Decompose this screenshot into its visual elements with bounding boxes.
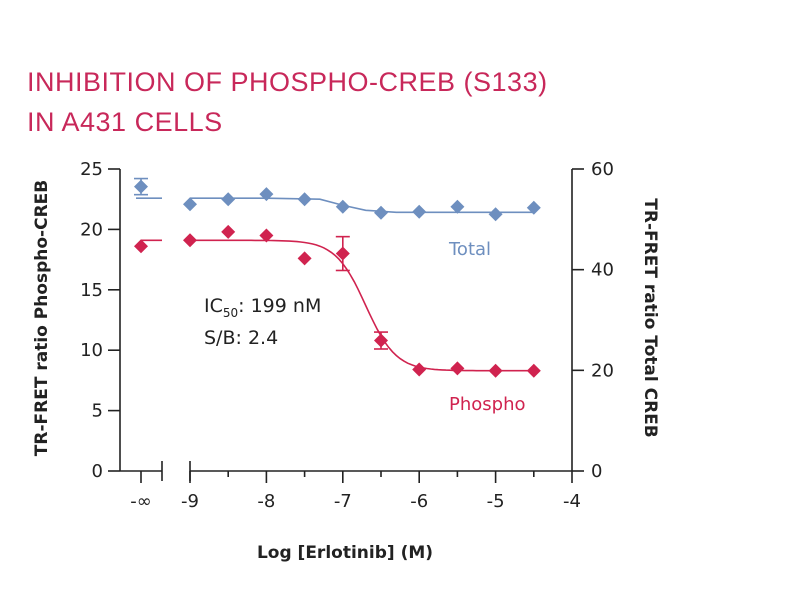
chart-title-line-1: INHIBITION OF PHOSPHO-CREB (S133) (27, 67, 548, 97)
series-label-total: Total (448, 239, 491, 260)
phospho-fit-curve (190, 239, 534, 372)
chart-title: INHIBITION OF PHOSPHO-CREB (S133) IN A43… (27, 62, 548, 142)
phospho-data-point (526, 363, 541, 378)
y-axis-label-left: TR-FRET ratio Phospho-CREB (32, 180, 52, 456)
y-left-tick-label: 10 (80, 340, 103, 361)
phospho-data-point (183, 233, 197, 248)
x-tick-label: -5 (487, 491, 505, 512)
phospho-data-point (450, 361, 465, 376)
y-right-tick-label: 20 (591, 360, 614, 381)
y-left-tick-label: 0 (92, 461, 103, 482)
x-tick-label: -4 (563, 491, 581, 512)
ic50-prefix: IC (204, 295, 223, 317)
series-label-phospho: Phospho (449, 394, 526, 415)
y-right-tick-label: 60 (591, 159, 614, 180)
y-left-tick-label: 20 (80, 219, 103, 240)
x-tick-label: -6 (410, 491, 428, 512)
total-data-point (412, 204, 427, 219)
y-right-tick-label: 40 (591, 260, 614, 281)
data-markers (134, 177, 541, 378)
y-left-tick-label: 25 (80, 159, 103, 180)
total-data-point (526, 200, 541, 215)
phospho-data-point (259, 228, 274, 243)
signal-background-annotation: S/B: 2.4 (204, 327, 278, 349)
phospho-data-point (374, 333, 388, 348)
x-tick-label: -8 (257, 491, 275, 512)
total-data-point (183, 197, 197, 212)
ic50-value: : 199 nM (238, 295, 321, 317)
total-data-point (488, 207, 503, 222)
total-data-point (221, 192, 236, 207)
ic50-annotation: IC50: 199 nM (204, 295, 321, 320)
phospho-data-point (335, 246, 350, 261)
total-data-point (450, 199, 465, 214)
total-fit-curve (190, 197, 534, 214)
y-left-tick-label: 5 (92, 401, 103, 422)
total-data-point (335, 199, 350, 214)
x-tick-label: -7 (334, 491, 352, 512)
chart-title-line-2: IN A431 CELLS (27, 107, 223, 137)
phospho-data-point (488, 363, 503, 378)
x-axis-label: Log [Erlotinib] (M) (257, 543, 433, 563)
fit-curves (136, 197, 534, 372)
phospho-data-point (412, 362, 427, 377)
y-axis-label-right: TR-FRET ratio Total CREB (640, 198, 660, 437)
ic50-subscript: 50 (223, 306, 238, 320)
phospho-data-point (297, 251, 312, 266)
phospho-data-point (221, 224, 236, 239)
x-tick-label: -∞ (130, 491, 152, 512)
total-data-point (297, 192, 312, 207)
y-left-tick-label: 15 (80, 280, 103, 301)
total-data-point (259, 187, 274, 202)
axes: 0 5 10 15 20 25 0 20 40 60 -∞ -9 -8 -7 -6 -5 -4 (80, 159, 614, 512)
phospho-control-marker (134, 239, 148, 254)
chart-labels: Total Phospho IC50: 199 nM S/B: 2.4 Log … (32, 180, 660, 563)
total-control-marker (134, 179, 148, 194)
y-right-tick-label: 0 (591, 461, 602, 482)
total-data-point (374, 205, 388, 220)
x-tick-label: -9 (181, 491, 199, 512)
